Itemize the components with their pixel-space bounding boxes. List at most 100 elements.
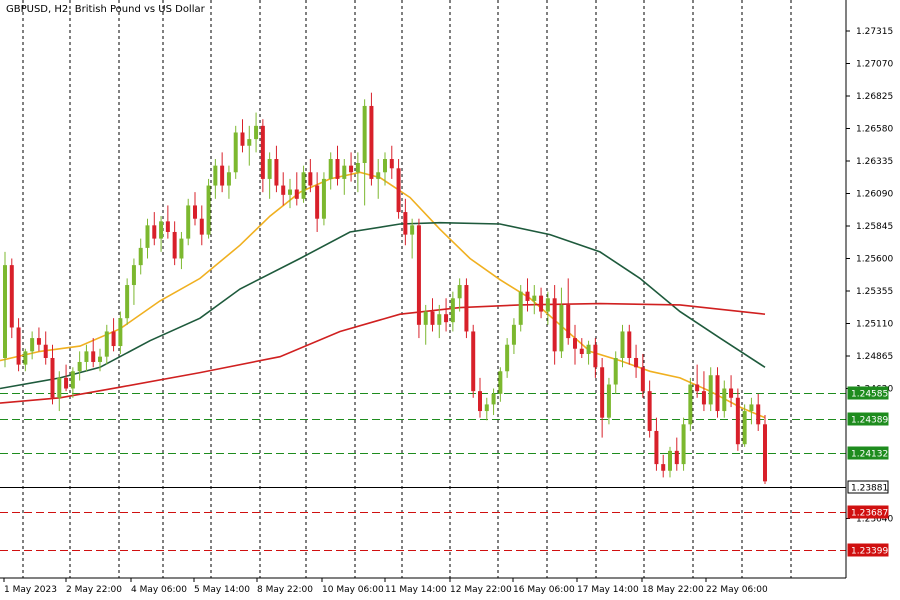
price-level-label-5: 1.23399 (847, 543, 889, 557)
y-tick-label-1: 1.27070 (856, 60, 893, 70)
candle-110 (749, 397, 754, 425)
time-axis: 1 May 2023 2 May 22:00 4 May 06:00 5 May 14… (3, 578, 768, 595)
candle-28 (193, 192, 197, 226)
candle-0 (3, 251, 7, 368)
moving-average-0 (0, 171, 766, 419)
candle-86 (586, 340, 591, 365)
candle-1 (9, 258, 14, 339)
candle-99 (674, 437, 679, 471)
candle-72 (491, 388, 496, 416)
candle-105 (715, 367, 720, 418)
candle-100 (681, 417, 686, 471)
svg-text:1.23687: 1.23687 (851, 509, 888, 519)
candle-46 (315, 172, 320, 232)
candle-68 (464, 278, 469, 339)
price-level-label-4: 1.23687 (847, 505, 889, 519)
candle-77 (525, 278, 530, 312)
candle-22 (152, 212, 157, 246)
candle-95 (647, 380, 652, 438)
candle-20 (138, 238, 143, 275)
candle-104 (708, 367, 713, 412)
candle-24 (165, 205, 170, 239)
candle-3 (23, 348, 28, 372)
candle-101 (688, 377, 693, 431)
candle-9 (64, 364, 69, 392)
candle-39 (267, 152, 272, 199)
candle-42 (288, 178, 292, 209)
y-tick-label-7: 1.25600 (856, 255, 893, 265)
candle-98 (668, 446, 672, 478)
candle-69 (471, 324, 476, 398)
svg-text:1.23399: 1.23399 (851, 547, 888, 557)
candle-89 (606, 377, 611, 425)
y-tick-label-4: 1.26335 (856, 157, 893, 167)
candles (3, 92, 767, 485)
candle-35 (240, 119, 245, 153)
candle-40 (274, 145, 279, 193)
candle-106 (722, 380, 727, 418)
y-tick-label-8: 1.25355 (856, 287, 893, 297)
y-tick-label-3: 1.26580 (856, 125, 893, 135)
candle-88 (600, 357, 605, 438)
candle-79 (539, 287, 544, 319)
price-axis: 1.27315 1.27070 1.26825 1.26580 1.26335 1.260… (846, 27, 893, 525)
candle-10 (70, 367, 75, 398)
candle-16 (111, 318, 116, 352)
vertical-grid (22, 0, 792, 578)
candle-21 (145, 218, 150, 259)
candle-74 (505, 338, 510, 378)
candle-50 (342, 159, 347, 195)
candle-56 (383, 152, 387, 186)
x-tick-label-2: 4 May 06:00 (131, 585, 187, 595)
candle-5 (36, 327, 41, 352)
candle-55 (376, 159, 381, 199)
candle-41 (281, 172, 286, 206)
candle-58 (396, 159, 401, 219)
svg-text:1.24132: 1.24132 (851, 450, 888, 460)
candle-37 (254, 112, 259, 153)
price-level-label-2: 1.24132 (847, 446, 889, 460)
candle-108 (735, 388, 740, 451)
candle-78 (532, 285, 537, 315)
candle-92 (627, 324, 632, 365)
svg-text:1.24585: 1.24585 (851, 390, 888, 400)
candle-36 (247, 125, 252, 166)
candle-60 (410, 218, 415, 259)
candle-34 (233, 125, 238, 179)
candle-63 (430, 298, 435, 332)
candle-97 (661, 454, 666, 478)
candle-23 (159, 216, 164, 252)
x-tick-label-10: 18 May 22:00 (642, 585, 704, 595)
candle-30 (206, 178, 211, 239)
candle-62 (423, 304, 428, 345)
y-tick-label-12: 1.23640 (856, 515, 893, 525)
candle-2 (16, 318, 21, 372)
x-tick-label-3: 5 May 14:00 (194, 585, 250, 595)
candle-11 (77, 351, 82, 381)
y-tick-label-0: 1.27315 (856, 27, 893, 37)
candle-44 (301, 165, 306, 203)
candle-64 (437, 304, 442, 339)
moving-average-2 (0, 302, 766, 404)
candle-52 (355, 152, 360, 193)
candle-7 (50, 344, 55, 405)
candle-51 (349, 152, 354, 182)
candle-73 (498, 367, 503, 402)
candle-66 (450, 291, 455, 332)
candle-19 (131, 258, 136, 305)
candle-32 (220, 152, 225, 193)
candle-85 (579, 338, 584, 358)
candle-26 (179, 231, 184, 270)
x-tick-label-4: 8 May 22:00 (257, 585, 313, 595)
candle-84 (573, 324, 577, 365)
x-tick-label-1: 2 May 22:00 (66, 585, 122, 595)
candle-65 (444, 298, 449, 332)
price-level-label-1: 1.24389 (847, 412, 889, 426)
candle-94 (640, 354, 645, 398)
x-tick-label-9: 17 May 14:00 (577, 585, 639, 595)
candle-12 (84, 344, 89, 372)
x-tick-label-0: 1 May 2023 (4, 585, 57, 595)
y-tick-label-10: 1.24865 (856, 352, 893, 362)
candle-90 (613, 351, 618, 394)
